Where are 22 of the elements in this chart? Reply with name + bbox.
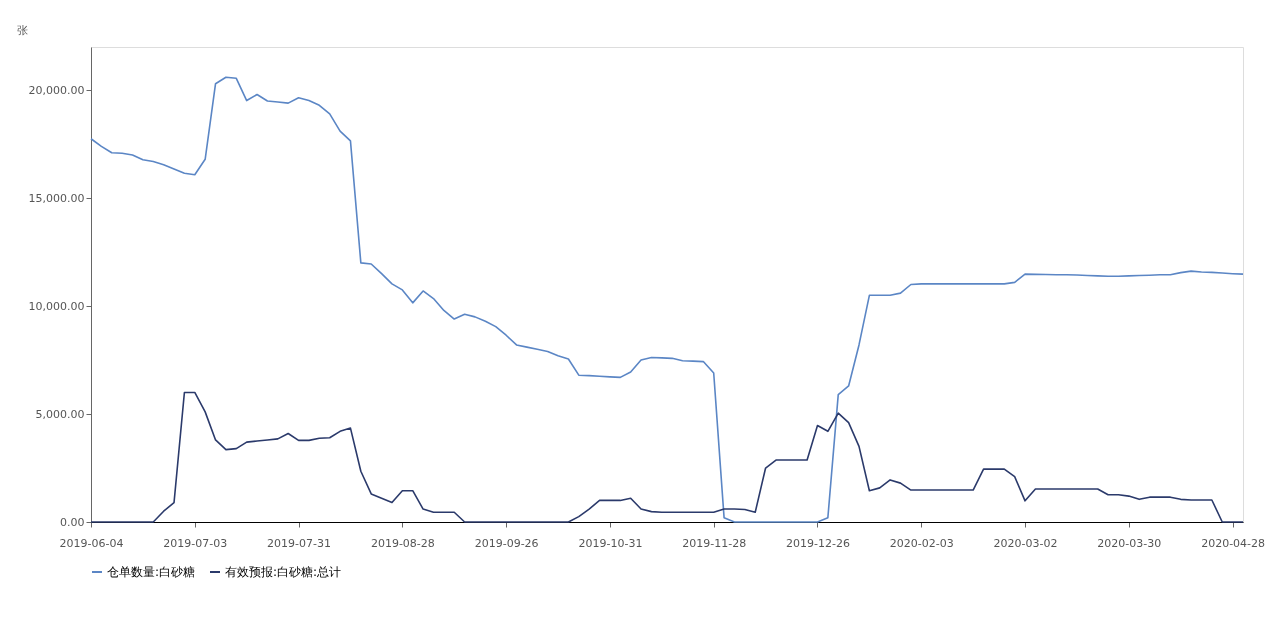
x-tick-label: 2019-07-31 [267, 536, 332, 550]
x-tick-label: 2020-04-28 [1201, 536, 1266, 550]
line-series [90, 391, 1244, 523]
x-tick-label: 2019-07-03 [163, 536, 228, 550]
x-tick-label: 2019-08-28 [370, 536, 435, 550]
y-tick-label: 5,000.00 [35, 407, 85, 421]
x-tick-label: 2019-06-04 [59, 536, 124, 550]
x-tick-label: 2020-03-02 [993, 536, 1058, 550]
x-tick-label: 2019-10-31 [578, 536, 643, 550]
y-tick-label: 10,000.00 [28, 299, 85, 313]
legend-label: 有效预报:白砂糖:总计 [225, 565, 342, 579]
x-tick-label: 2020-02-03 [889, 536, 954, 550]
legend-label: 仓单数量:白砂糖 [107, 565, 196, 579]
y-axis-title: 张 [16, 23, 28, 37]
x-tick-label: 2019-09-26 [474, 536, 539, 550]
x-tick-label: 2019-11-28 [682, 536, 747, 550]
y-tick-label: 15,000.00 [28, 191, 85, 205]
x-tick-label: 2019-12-26 [786, 536, 850, 550]
line-series [90, 76, 1244, 523]
x-tick-label: 2020-03-30 [1097, 536, 1162, 550]
y-tick-label: 20,000.00 [28, 83, 85, 97]
y-tick-label: 0.00 [60, 515, 85, 529]
